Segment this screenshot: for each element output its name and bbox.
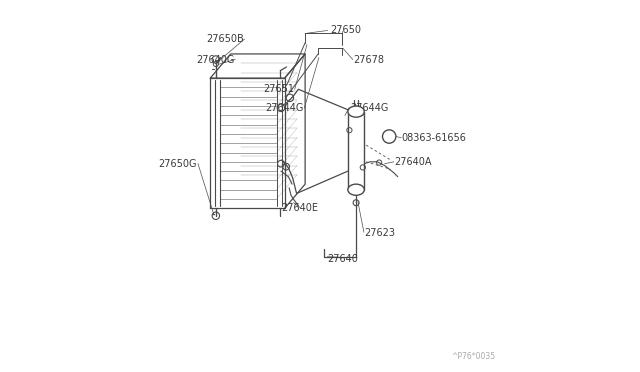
Text: 27623: 27623 [365, 228, 396, 237]
Text: 27640E: 27640E [281, 203, 318, 213]
Text: 27678: 27678 [353, 55, 385, 64]
Text: 27640G: 27640G [196, 55, 234, 64]
Text: 27644G: 27644G [349, 103, 388, 113]
Text: 27640: 27640 [327, 254, 358, 263]
Text: 27640A: 27640A [394, 157, 432, 167]
Text: 27650G: 27650G [159, 159, 197, 169]
Circle shape [383, 130, 396, 143]
Text: 08363-61656: 08363-61656 [402, 133, 467, 142]
Text: 27650: 27650 [330, 25, 362, 35]
Text: 27650B: 27650B [206, 34, 244, 44]
Ellipse shape [348, 184, 364, 195]
Ellipse shape [348, 106, 364, 117]
Text: ^P76*0035: ^P76*0035 [451, 352, 495, 361]
Text: 27644G: 27644G [265, 103, 303, 113]
Text: 27651: 27651 [263, 84, 294, 94]
Text: S: S [386, 132, 392, 141]
